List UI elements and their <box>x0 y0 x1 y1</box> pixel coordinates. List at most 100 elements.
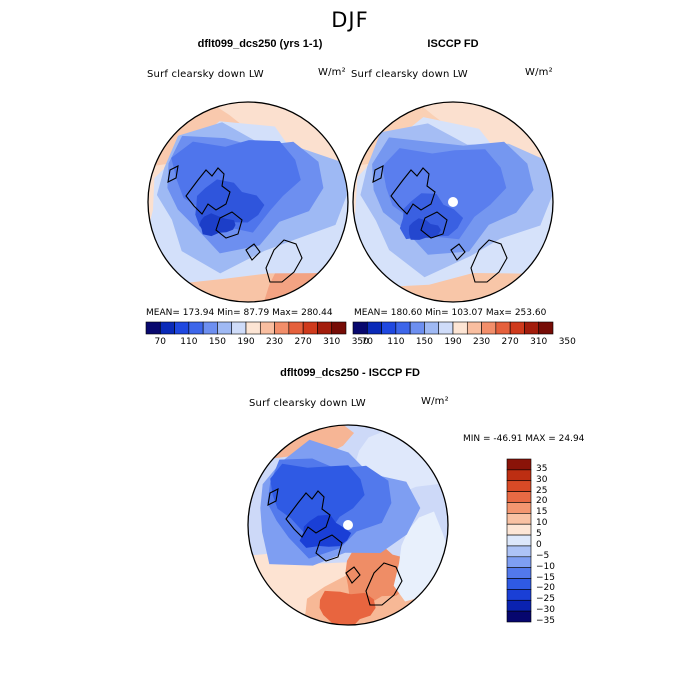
panel-1-colorbar <box>145 321 347 335</box>
panel-2-colorbar-swatch <box>466 321 482 335</box>
panel-2-colorbar-tick-label: 150 <box>415 337 434 347</box>
panel-1-colorbar-swatch <box>317 321 333 335</box>
panel-3-subtitle: Surf clearsky down LW <box>249 398 366 409</box>
panel-3-title: dflt099_dcs250 - ISCCP FD <box>280 367 420 379</box>
panel-3-map-contour-region <box>270 463 365 534</box>
panel-2-colorbar-tick-label: 350 <box>558 337 576 347</box>
panel-3-map-coastline <box>345 566 361 584</box>
panel-3-colorbar-swatch <box>506 589 532 601</box>
panel-2-colorbar-swatch <box>481 321 497 335</box>
panel-3-colorbar-swatch <box>506 513 532 525</box>
panel-1-colorbar-tick-label: 310 <box>323 337 341 347</box>
panel-2-colorbar <box>352 321 554 335</box>
panel-3-map-map-border <box>247 424 449 626</box>
panel-3-colorbar-swatch <box>506 556 532 568</box>
panel-1-colorbar-swatch <box>231 321 247 335</box>
panel-1-map-contour-region <box>264 262 348 302</box>
panel-3-colorbar-tick-label: −15 <box>536 572 555 583</box>
panel-2-colorbar-ticks: 70 110 150 190 230 270 310 350 <box>353 337 576 349</box>
panel-1-map-coastline <box>245 243 261 261</box>
panel-1-colorbar-tick-label: 70 <box>154 337 166 347</box>
panel-3-colorbar-swatch <box>506 491 532 503</box>
panel-2-colorbar-swatch <box>352 321 368 335</box>
panel-3-map-coastline <box>315 534 343 562</box>
panel-3-colorbar-swatch <box>506 578 532 590</box>
panel-3-colorbar-tick-label: 5 <box>536 529 542 540</box>
panel-1-units: W/m² <box>318 67 346 78</box>
panel-3-map-pole-missing-data <box>343 520 353 530</box>
panel-2-map-field <box>353 102 553 302</box>
panel-1-colorbar-swatch <box>145 321 161 335</box>
panel-2-map-coastline <box>470 239 508 283</box>
panel-2-colorbar-tick-label: 110 <box>387 337 405 347</box>
panel-3-map-coastline <box>285 490 331 538</box>
panel-3-colorbar-swatch <box>506 502 532 514</box>
season-title: DJF <box>331 8 369 32</box>
panel-1-colorbar-tick-label: 150 <box>208 337 227 347</box>
panel-3-map-coastline <box>267 488 279 506</box>
panel-1-colorbar-swatch <box>217 321 233 335</box>
panel-2-colorbar-swatch <box>424 321 440 335</box>
panel-3-map-contour-region <box>319 590 376 625</box>
panel-2-map-map-border <box>352 101 554 303</box>
panel-1-colorbar-swatch <box>288 321 304 335</box>
panel-1-map-field <box>148 102 348 302</box>
panel-3-colorbar-swatch <box>506 480 532 492</box>
panel-3-colorbar-swatch <box>506 599 532 612</box>
panel-3-colorbar-tick-label: −25 <box>536 594 555 605</box>
panel-3-colorbar-tick-label: 20 <box>536 496 548 507</box>
panel-3-colorbar-swatch <box>506 610 532 623</box>
panel-3-colorbar-swatch <box>506 469 532 482</box>
panel-1-map-coastline <box>215 211 243 239</box>
panel-2-colorbar-tick-label: 270 <box>501 337 519 347</box>
panel-2-map-pole-missing-data <box>448 197 458 207</box>
panel-1-colorbar-swatch <box>188 321 204 335</box>
panel-2-colorbar-swatch <box>366 321 382 335</box>
panel-2-map-coastline <box>450 243 466 261</box>
panel-2-colorbar-tick-label: 310 <box>530 337 548 347</box>
panel-1-colorbar-tick-label: 270 <box>294 337 312 347</box>
panel-1-map-coastline <box>167 165 179 183</box>
panel-3-colorbar-tick-label: −20 <box>536 583 555 594</box>
panel-3-colorbar-ticks: 35 30 25 20 15 10 5 0 −5 −10 −15 −20 −25 −30 −35 <box>536 459 576 626</box>
panel-1-polar-map <box>147 101 349 303</box>
panel-2-map-coastline <box>372 165 384 183</box>
panel-1-colorbar-tick-label: 110 <box>180 337 198 347</box>
panel-1-subtitle: Surf clearsky down LW <box>147 69 264 80</box>
panel-2-title: ISCCP FD <box>427 38 479 50</box>
panel-3-colorbar-tick-label: 15 <box>536 507 548 518</box>
panel-1-colorbar-swatch <box>245 321 261 335</box>
panel-2-map-coastline <box>390 167 436 215</box>
panel-1-map-map-border <box>147 101 349 303</box>
panel-3-colorbar-swatch <box>506 523 532 536</box>
panel-1-colorbar-ticks: 70 110 150 190 230 270 310 350 <box>146 337 369 349</box>
panel-1-colorbar-tick-label: 190 <box>237 337 255 347</box>
panel-1-colorbar-tick-label: 350 <box>351 337 369 347</box>
panel-1-colorbar-tick-label: 230 <box>265 337 284 347</box>
panel-3-colorbar-swatch <box>506 545 532 558</box>
panel-3-colorbar-swatch <box>506 458 532 471</box>
panel-3-stats: MIN = -46.91 MAX = 24.94 <box>463 434 585 444</box>
panel-3-colorbar-swatch <box>506 534 532 547</box>
panel-3-colorbar-tick-label: 30 <box>536 474 548 485</box>
panel-3-map-coastline <box>365 562 403 606</box>
panel-3-colorbar-tick-label: 10 <box>536 518 548 529</box>
panel-3-colorbar-tick-label: 25 <box>536 485 548 496</box>
panel-2-colorbar-swatch <box>524 321 540 335</box>
panel-1-stats: MEAN= 173.94 Min= 87.79 Max= 280.44 <box>146 308 333 318</box>
panel-3-colorbar-tick-label: −10 <box>536 561 555 572</box>
panel-3-colorbar-tick-label: 35 <box>536 463 548 474</box>
panel-2-polar-map <box>352 101 554 303</box>
panel-2-colorbar-tick-label: 70 <box>361 337 373 347</box>
panel-2-colorbar-swatch <box>495 321 511 335</box>
panel-2-units: W/m² <box>525 67 553 78</box>
panel-1-map-coastline <box>265 239 303 283</box>
panel-2-colorbar-swatch <box>409 321 425 335</box>
panel-1-colorbar-swatch <box>259 321 275 335</box>
panel-3-polar-map <box>247 424 449 626</box>
panel-1-colorbar-swatch <box>159 321 175 335</box>
panel-2-colorbar-swatch <box>452 321 468 335</box>
panel-1-colorbar-swatch <box>274 321 290 335</box>
panel-3-colorbar-swatch <box>506 567 532 579</box>
panel-2-colorbar-swatch <box>381 321 397 335</box>
